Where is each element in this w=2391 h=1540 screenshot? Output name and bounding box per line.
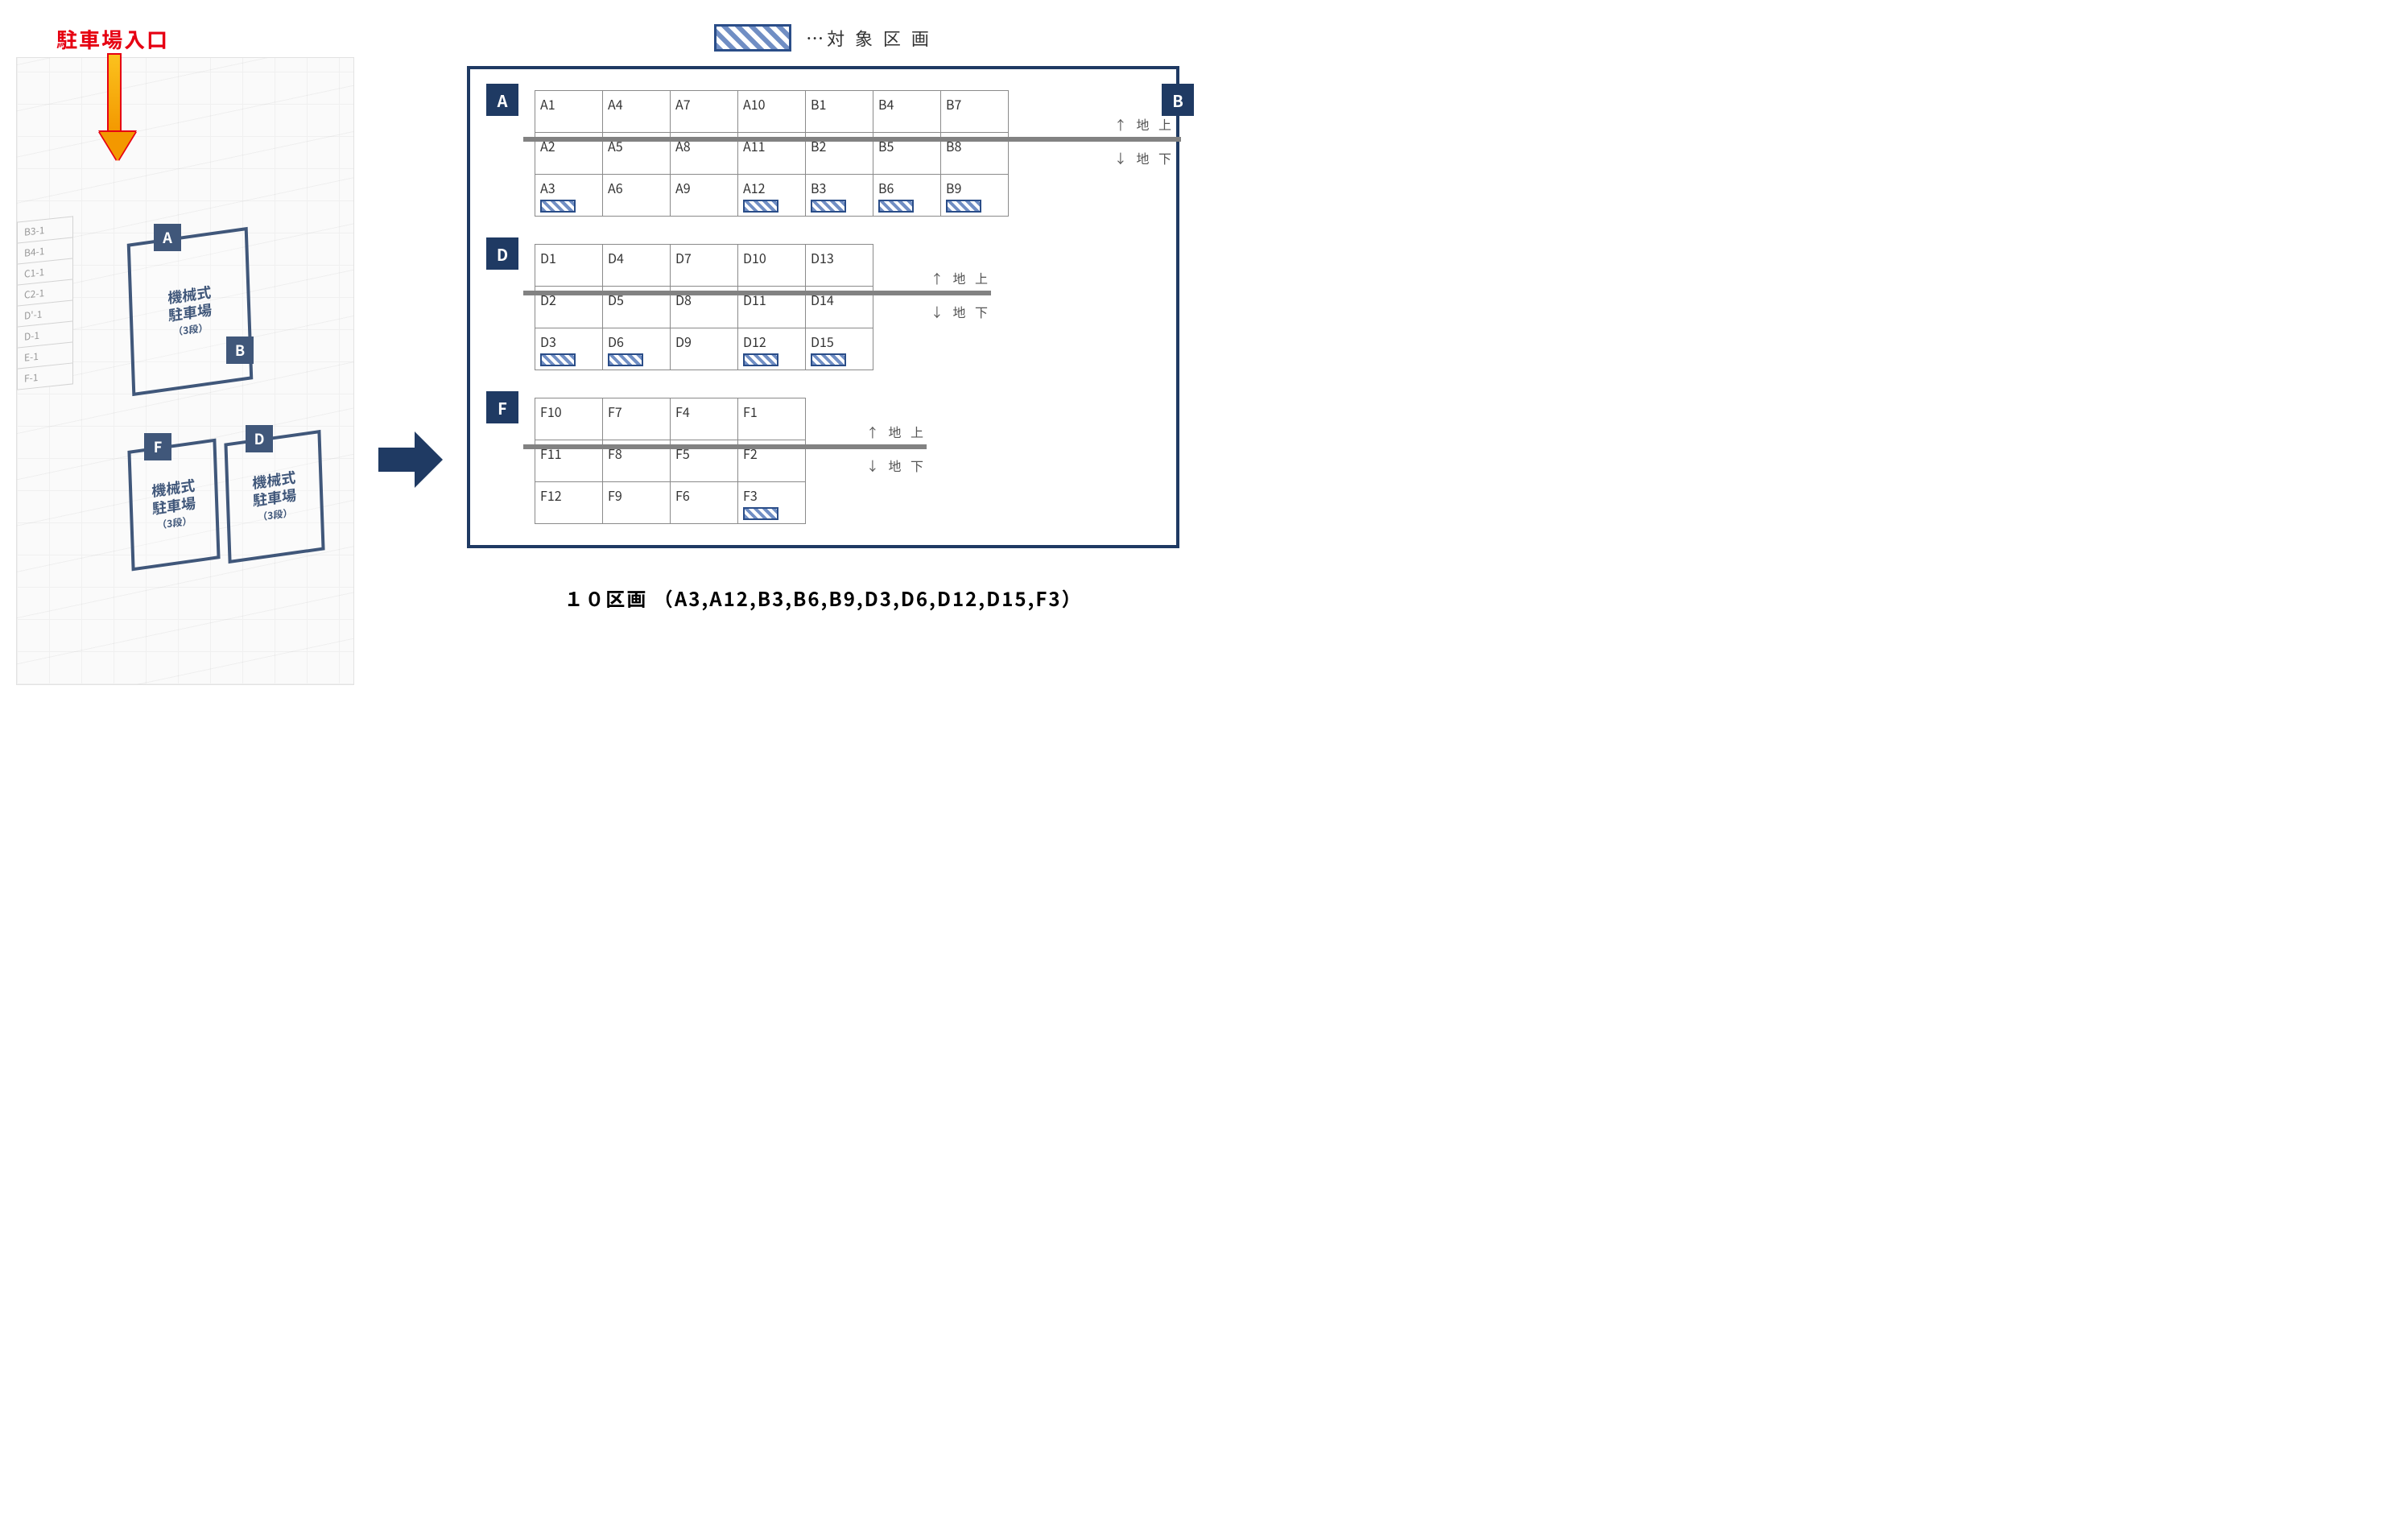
grid-ab: A1A4A7A10B1B4B7A2A5A8A11B2B5B8A3A6A9A12B… [535, 90, 1009, 217]
parking-cell: A9 [671, 175, 738, 217]
label-below: ↓ 地 下 [866, 456, 927, 475]
target-hatch-icon [540, 200, 576, 213]
parking-cell: D10 [738, 245, 806, 287]
target-hatch-icon [743, 200, 778, 213]
parking-cell: D9 [671, 328, 738, 370]
section-badge-f: F [486, 391, 518, 423]
target-hatch-icon [743, 353, 778, 366]
badge-f: F [144, 433, 171, 460]
legend-text: …対 象 区 画 [806, 25, 932, 51]
ground-line [523, 444, 927, 449]
section-f: F ↑ 地 上 ↓ 地 下 F10F7F4F1F11F8F5F2F12F9F6F… [502, 398, 1120, 524]
parking-cell: A10 [738, 91, 806, 133]
block-d: 機械式駐車場 （3段） [224, 430, 324, 564]
parking-cell: A6 [603, 175, 671, 217]
legend: …対 象 区 画 [467, 24, 1179, 52]
block-title: 機械式駐車場 [252, 469, 296, 510]
parking-cell: F3 [738, 482, 806, 524]
entrance-label: 駐車場入口 [16, 24, 354, 54]
ground-line [523, 291, 991, 295]
parking-cell: B6 [873, 175, 941, 217]
parking-cell: D4 [603, 245, 671, 287]
target-hatch-icon [878, 200, 914, 213]
badge-a: A [154, 224, 181, 251]
parking-cell: F4 [671, 398, 738, 440]
section-badge-d: D [486, 237, 518, 270]
target-hatch-icon [946, 200, 981, 213]
parking-cell: B4 [873, 91, 941, 133]
section-ab: A B ↑ 地 上 ↓ 地 下 A1A4A7A10B1B4B7A2A5A8A11… [502, 90, 1120, 217]
section-badge-a: A [486, 84, 518, 116]
parking-cell: F10 [535, 398, 603, 440]
parking-cell: F9 [603, 482, 671, 524]
summary-list: （A3,A12,B3,B6,B9,D3,D6,D12,D15,F3） [654, 584, 1083, 612]
parking-cell: A1 [535, 91, 603, 133]
parking-cell: B3 [806, 175, 873, 217]
target-hatch-icon [540, 353, 576, 366]
target-hatch-icon [811, 200, 846, 213]
badge-b: B [226, 336, 254, 364]
right-column: …対 象 区 画 A B ↑ 地 上 ↓ 地 下 A1A4A7A10B1B4B7… [467, 24, 1179, 612]
parking-cell: D13 [806, 245, 873, 287]
block-title: 機械式駐車場 [167, 283, 212, 324]
parking-cell: B7 [941, 91, 1009, 133]
parking-cell: F6 [671, 482, 738, 524]
label-below: ↓ 地 下 [1114, 148, 1175, 167]
parking-cell: A4 [603, 91, 671, 133]
target-hatch-icon [743, 507, 778, 520]
ground-line [523, 137, 1181, 142]
parking-cell: D3 [535, 328, 603, 370]
grid-f: F10F7F4F1F11F8F5F2F12F9F6F3 [535, 398, 806, 524]
left-column: 駐車場入口 B3-1 B4-1 C1-1 C2-1 D'-1 D-1 E-1 F… [16, 24, 354, 685]
block-title: 機械式駐車場 [151, 477, 196, 518]
parking-cell: F12 [535, 482, 603, 524]
section-d: D ↑ 地 上 ↓ 地 下 D1D4D7D10D13D2D5D8D11D14D3… [502, 244, 1120, 370]
parking-cell: F7 [603, 398, 671, 440]
parking-cell: B1 [806, 91, 873, 133]
label-above: ↑ 地 上 [866, 422, 927, 441]
label-above: ↑ 地 上 [1114, 114, 1175, 134]
grid-frame: A B ↑ 地 上 ↓ 地 下 A1A4A7A10B1B4B7A2A5A8A11… [467, 66, 1179, 548]
target-hatch-icon [608, 353, 643, 366]
parking-cell: A12 [738, 175, 806, 217]
label-above: ↑ 地 上 [931, 268, 991, 287]
parking-cell: D1 [535, 245, 603, 287]
block-ab: 機械式駐車場 （3段） [127, 227, 254, 396]
parking-cell: B9 [941, 175, 1009, 217]
summary-line: １０区画 （A3,A12,B3,B6,B9,D3,D6,D12,D15,F3） [467, 584, 1179, 612]
entrance-arrow-icon [100, 53, 129, 166]
parking-cell: D15 [806, 328, 873, 370]
parking-cell: A7 [671, 91, 738, 133]
parking-cell: D6 [603, 328, 671, 370]
parking-cell: A3 [535, 175, 603, 217]
target-hatch-icon [811, 353, 846, 366]
parking-cell: D12 [738, 328, 806, 370]
legend-hatch-icon [714, 24, 791, 52]
page-layout: 駐車場入口 B3-1 B4-1 C1-1 C2-1 D'-1 D-1 E-1 F… [16, 24, 1179, 685]
parking-cell: F1 [738, 398, 806, 440]
big-arrow-icon [378, 431, 443, 488]
summary-count: １０区画 [564, 584, 647, 612]
sitemap-background: B3-1 B4-1 C1-1 C2-1 D'-1 D-1 E-1 F-1 機械式… [16, 57, 354, 685]
parking-cell: D7 [671, 245, 738, 287]
label-below: ↓ 地 下 [931, 302, 991, 321]
block-f: 機械式駐車場 （3段） [127, 439, 220, 572]
badge-d: D [246, 425, 273, 452]
section-badge-b: B [1162, 84, 1194, 116]
grid-d: D1D4D7D10D13D2D5D8D11D14D3D6D9D12D15 [535, 244, 873, 370]
unit-label-strip: B3-1 B4-1 C1-1 C2-1 D'-1 D-1 E-1 F-1 [17, 219, 73, 387]
